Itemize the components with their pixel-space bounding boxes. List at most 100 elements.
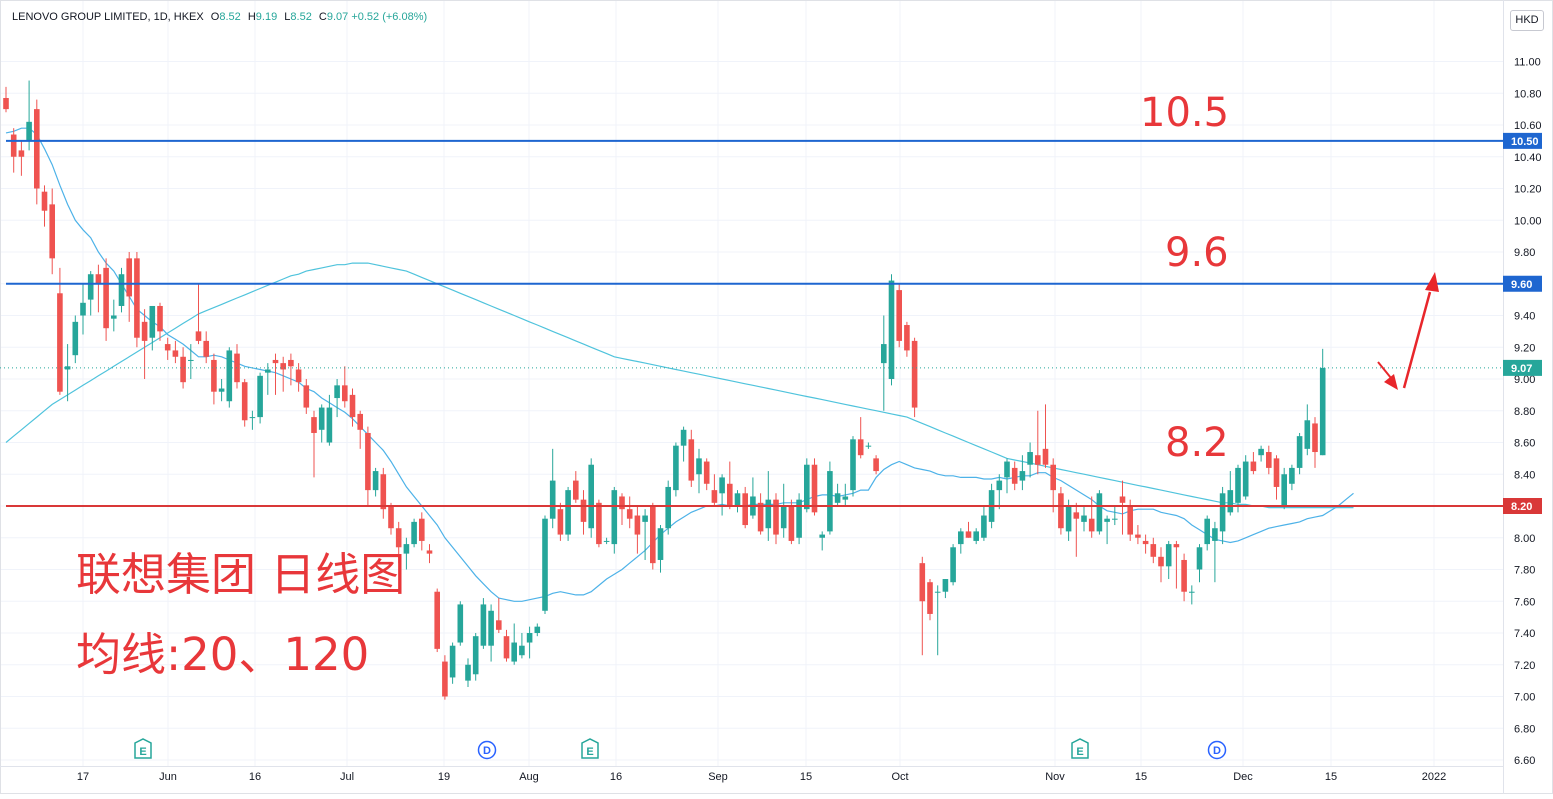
- candle: [1219, 486, 1226, 545]
- candle: [434, 588, 440, 653]
- candle: [203, 331, 209, 364]
- candle: [234, 344, 240, 389]
- candle-body: [134, 258, 140, 338]
- price-tick-label: 9.00: [1514, 374, 1535, 386]
- candle: [365, 426, 371, 506]
- candle: [780, 483, 787, 538]
- candle: [1181, 553, 1187, 602]
- candle-body: [241, 382, 248, 421]
- candle: [580, 490, 587, 535]
- candle: [3, 86, 9, 113]
- candle: [349, 388, 356, 427]
- time-tick-label: Aug: [519, 771, 539, 783]
- close-value: 9.07: [326, 11, 349, 23]
- candle-body: [819, 534, 825, 538]
- high-label: H: [247, 11, 256, 23]
- candle-body: [719, 477, 725, 494]
- candle: [958, 528, 964, 554]
- candle: [1304, 404, 1311, 456]
- candle-body: [573, 480, 579, 500]
- candle-body: [342, 385, 348, 402]
- earnings-marker[interactable]: [581, 738, 599, 759]
- last-price-tag: [1503, 359, 1542, 376]
- candle: [457, 601, 464, 646]
- candle-body: [249, 417, 256, 419]
- earnings-marker[interactable]: [1071, 738, 1089, 759]
- candle-body: [472, 636, 479, 675]
- candle-body: [888, 280, 895, 379]
- candle: [850, 436, 856, 497]
- candle: [1142, 534, 1149, 554]
- candle: [934, 585, 941, 656]
- candle: [1104, 515, 1110, 545]
- candle-body: [611, 490, 618, 545]
- price-tick-label: 7.00: [1514, 692, 1535, 704]
- candle-body: [580, 499, 587, 522]
- candle-body: [788, 506, 795, 541]
- candle-body: [1050, 464, 1056, 491]
- candle: [195, 283, 202, 345]
- candle: [126, 252, 132, 322]
- price-tick-label: 6.60: [1514, 755, 1535, 767]
- candle-body: [534, 626, 541, 633]
- dividend-marker[interactable]: [1207, 740, 1227, 760]
- candle-body: [496, 620, 502, 630]
- candle: [280, 356, 286, 392]
- candle: [272, 353, 279, 395]
- candle: [496, 598, 502, 633]
- price-line-tag: [1503, 498, 1542, 514]
- candle-body: [680, 429, 687, 446]
- time-tick-label: Jul: [340, 771, 354, 783]
- candle-body: [773, 499, 779, 535]
- candle-body: [834, 493, 841, 503]
- candle: [311, 410, 317, 478]
- price-tick-label: 8.00: [1514, 533, 1535, 545]
- candle-body: [526, 633, 533, 643]
- candle-body: [942, 579, 949, 592]
- candle: [1250, 452, 1257, 475]
- candle-body: [1142, 540, 1149, 545]
- candle: [388, 502, 394, 535]
- candle: [1011, 461, 1018, 491]
- candle-body: [1235, 467, 1241, 503]
- candle-body: [411, 521, 417, 545]
- candle: [465, 658, 471, 687]
- earnings-marker[interactable]: [134, 738, 152, 759]
- candle-body: [295, 369, 302, 383]
- candle: [449, 642, 456, 684]
- annotation-arrows: [1377, 272, 1439, 390]
- open-label: O: [210, 11, 220, 23]
- candle-body: [665, 486, 671, 529]
- candle-body: [896, 290, 902, 341]
- time-axis[interactable]: 17 Jun 16 Jul 19 Aug 16 Sep 15 Oct Nov 15 Dec 15 2022: [0, 766, 1503, 784]
- candle: [80, 283, 86, 335]
- candle-body: [703, 461, 710, 484]
- candle: [834, 483, 841, 506]
- candle: [827, 461, 833, 535]
- candle: [49, 188, 55, 275]
- short-arrow-head: [1384, 374, 1398, 390]
- dividend-marker[interactable]: [477, 740, 497, 760]
- candle: [241, 379, 248, 427]
- candle-body: [557, 509, 564, 535]
- candle-body: [1004, 461, 1010, 478]
- candle: [557, 502, 564, 541]
- candle: [727, 461, 733, 510]
- candle: [857, 417, 864, 459]
- currency-button[interactable]: HKD: [1510, 10, 1544, 31]
- last-price-tag-label: 9.07: [1511, 363, 1532, 375]
- price-tick-label: 10.80: [1514, 88, 1542, 100]
- candle: [773, 493, 779, 545]
- candle-body: [203, 340, 209, 357]
- earnings-marker-label: E: [586, 746, 593, 758]
- price-tick-label: 9.80: [1514, 247, 1535, 259]
- price-axis[interactable]: 6.60 6.80 7.00 7.20 7.40 7.60 7.80 8.00 8.20 8.40…: [1503, 0, 1542, 794]
- candle: [1058, 486, 1064, 535]
- low-value: 8.52: [290, 11, 312, 23]
- candle-body: [449, 645, 456, 678]
- candle: [742, 486, 748, 529]
- candle: [634, 506, 641, 554]
- close-label: C: [318, 11, 327, 23]
